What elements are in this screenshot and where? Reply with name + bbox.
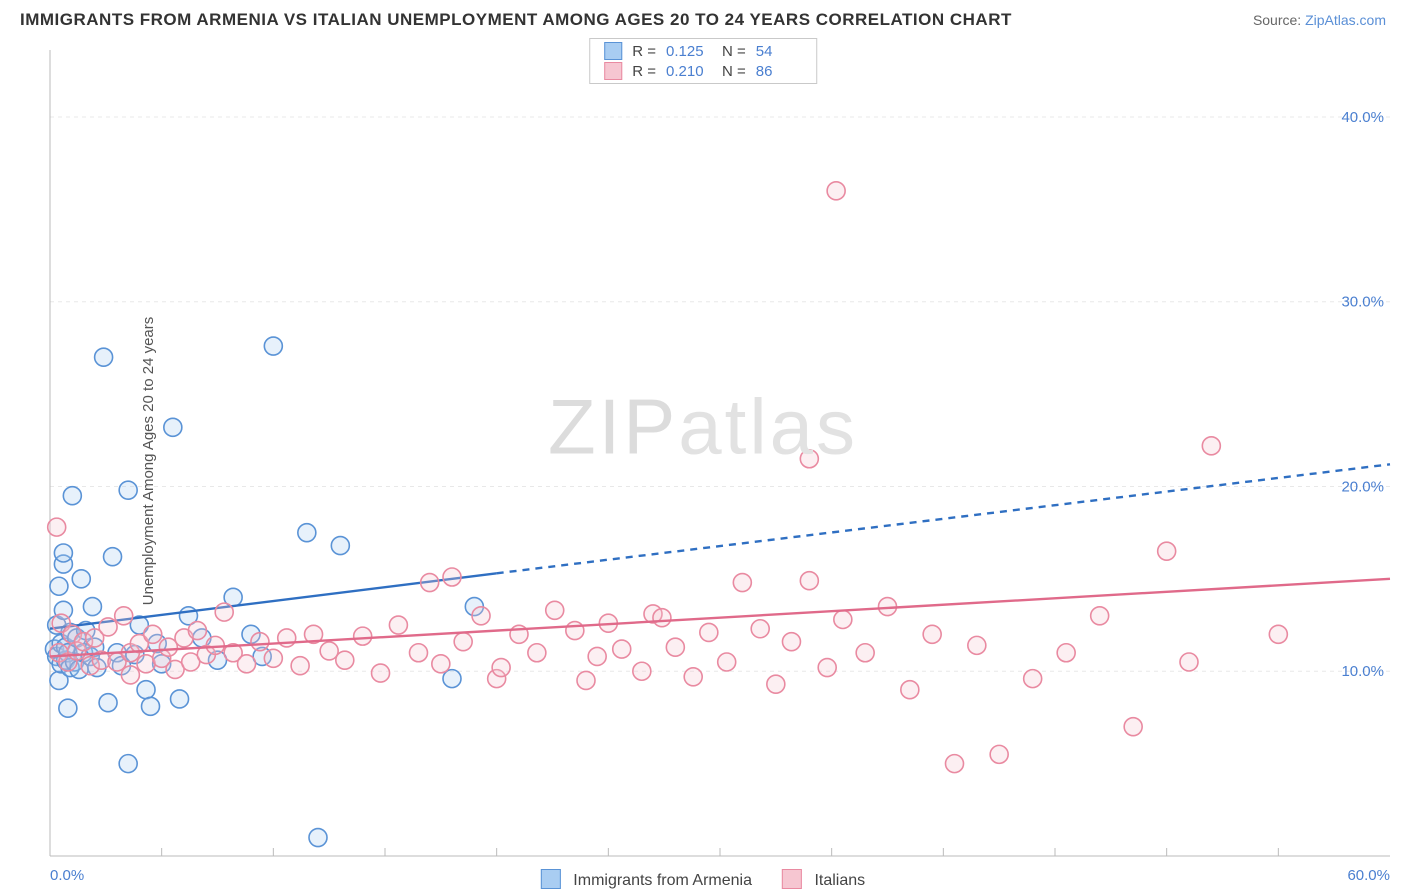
legend-label-armenia: Immigrants from Armenia	[573, 872, 752, 889]
source-attribution: Source: ZipAtlas.com	[1253, 12, 1386, 28]
n-value-italians: 86	[756, 63, 802, 80]
series-legend: Immigrants from Armenia Italians	[541, 869, 865, 890]
svg-text:30.0%: 30.0%	[1341, 294, 1384, 311]
legend-row-armenia: R = 0.125 N = 54	[590, 41, 816, 61]
legend-item-italians: Italians	[782, 869, 865, 890]
svg-text:0.0%: 0.0%	[50, 867, 84, 884]
swatch-pink	[604, 62, 622, 80]
legend-label-italians: Italians	[814, 872, 865, 889]
svg-text:20.0%: 20.0%	[1341, 478, 1384, 495]
svg-text:10.0%: 10.0%	[1341, 663, 1384, 680]
svg-text:40.0%: 40.0%	[1341, 109, 1384, 126]
y-axis-label: Unemployment Among Ages 20 to 24 years	[140, 317, 157, 606]
r-label: R =	[632, 43, 656, 60]
svg-text:60.0%: 60.0%	[1347, 867, 1390, 884]
r-label: R =	[632, 63, 656, 80]
n-label: N =	[722, 43, 746, 60]
chart-area: Unemployment Among Ages 20 to 24 years Z…	[0, 36, 1406, 886]
chart-title: IMMIGRANTS FROM ARMENIA VS ITALIAN UNEMP…	[20, 10, 1012, 30]
n-value-armenia: 54	[756, 43, 802, 60]
source-link[interactable]: ZipAtlas.com	[1305, 12, 1386, 28]
swatch-blue	[541, 869, 561, 889]
scatter-plot: 10.0% 20.0% 30.0% 40.0% 0.0% 60.0%	[0, 36, 1406, 886]
swatch-blue	[604, 42, 622, 60]
n-label: N =	[722, 63, 746, 80]
r-value-italians: 0.210	[666, 63, 712, 80]
swatch-pink	[782, 869, 802, 889]
legend-item-armenia: Immigrants from Armenia	[541, 869, 752, 890]
source-label: Source:	[1253, 12, 1301, 28]
legend-row-italians: R = 0.210 N = 86	[590, 61, 816, 81]
r-value-armenia: 0.125	[666, 43, 712, 60]
correlation-legend: R = 0.125 N = 54 R = 0.210 N = 86	[589, 38, 817, 84]
